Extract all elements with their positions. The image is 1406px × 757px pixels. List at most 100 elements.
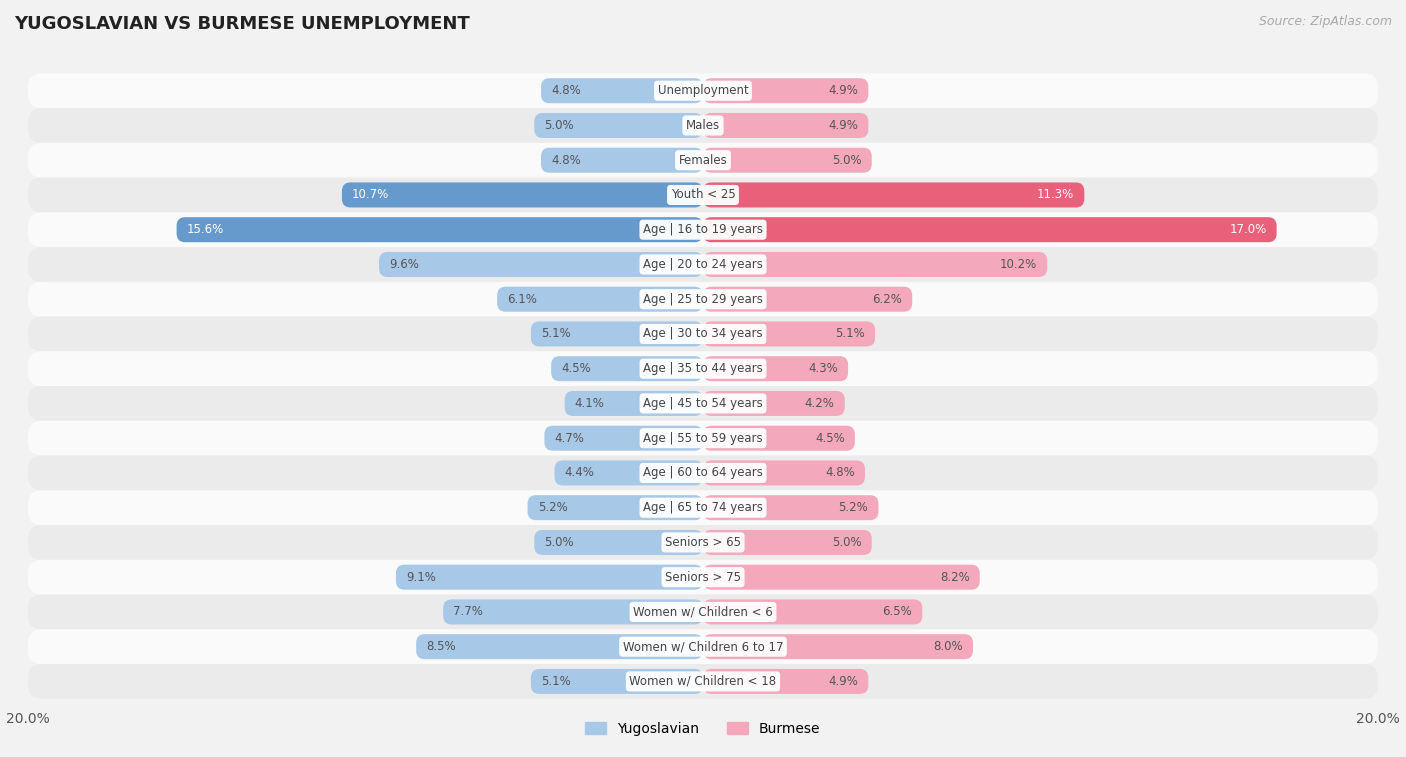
Text: Women w/ Children < 6: Women w/ Children < 6 (633, 606, 773, 618)
Text: 4.4%: 4.4% (565, 466, 595, 479)
Text: Women w/ Children < 18: Women w/ Children < 18 (630, 675, 776, 688)
FancyBboxPatch shape (534, 530, 703, 555)
Text: 5.2%: 5.2% (838, 501, 869, 514)
FancyBboxPatch shape (28, 73, 1378, 108)
Text: 4.7%: 4.7% (554, 431, 585, 444)
Text: Age | 16 to 19 years: Age | 16 to 19 years (643, 223, 763, 236)
FancyBboxPatch shape (28, 247, 1378, 282)
FancyBboxPatch shape (28, 178, 1378, 212)
FancyBboxPatch shape (544, 425, 703, 450)
Text: 5.0%: 5.0% (544, 536, 574, 549)
Text: Age | 20 to 24 years: Age | 20 to 24 years (643, 258, 763, 271)
Text: 8.5%: 8.5% (426, 640, 456, 653)
Text: 9.1%: 9.1% (406, 571, 436, 584)
FancyBboxPatch shape (703, 565, 980, 590)
Text: 4.9%: 4.9% (828, 84, 858, 97)
Text: 10.7%: 10.7% (352, 188, 389, 201)
Text: 4.8%: 4.8% (825, 466, 855, 479)
FancyBboxPatch shape (703, 425, 855, 450)
Text: 4.3%: 4.3% (808, 362, 838, 375)
FancyBboxPatch shape (28, 212, 1378, 247)
Text: 5.2%: 5.2% (537, 501, 568, 514)
Text: Age | 30 to 34 years: Age | 30 to 34 years (643, 328, 763, 341)
FancyBboxPatch shape (28, 560, 1378, 594)
FancyBboxPatch shape (703, 634, 973, 659)
FancyBboxPatch shape (703, 148, 872, 173)
FancyBboxPatch shape (498, 287, 703, 312)
FancyBboxPatch shape (28, 143, 1378, 178)
FancyBboxPatch shape (177, 217, 703, 242)
Text: 4.8%: 4.8% (551, 84, 581, 97)
FancyBboxPatch shape (703, 600, 922, 625)
FancyBboxPatch shape (396, 565, 703, 590)
FancyBboxPatch shape (703, 391, 845, 416)
FancyBboxPatch shape (565, 391, 703, 416)
FancyBboxPatch shape (703, 182, 1084, 207)
Text: 10.2%: 10.2% (1000, 258, 1038, 271)
FancyBboxPatch shape (28, 351, 1378, 386)
FancyBboxPatch shape (551, 357, 703, 382)
Text: 15.6%: 15.6% (187, 223, 224, 236)
FancyBboxPatch shape (703, 78, 869, 103)
Text: Age | 25 to 29 years: Age | 25 to 29 years (643, 293, 763, 306)
FancyBboxPatch shape (554, 460, 703, 485)
FancyBboxPatch shape (703, 495, 879, 520)
FancyBboxPatch shape (527, 495, 703, 520)
Text: 4.5%: 4.5% (815, 431, 845, 444)
Text: 7.7%: 7.7% (453, 606, 484, 618)
FancyBboxPatch shape (541, 148, 703, 173)
Text: 8.2%: 8.2% (939, 571, 970, 584)
FancyBboxPatch shape (28, 282, 1378, 316)
Text: Seniors > 75: Seniors > 75 (665, 571, 741, 584)
FancyBboxPatch shape (28, 421, 1378, 456)
FancyBboxPatch shape (28, 386, 1378, 421)
FancyBboxPatch shape (28, 525, 1378, 560)
Text: 5.0%: 5.0% (544, 119, 574, 132)
FancyBboxPatch shape (443, 600, 703, 625)
Text: Age | 60 to 64 years: Age | 60 to 64 years (643, 466, 763, 479)
Text: Women w/ Children 6 to 17: Women w/ Children 6 to 17 (623, 640, 783, 653)
Text: 5.0%: 5.0% (832, 536, 862, 549)
FancyBboxPatch shape (342, 182, 703, 207)
FancyBboxPatch shape (703, 217, 1277, 242)
Text: 5.0%: 5.0% (832, 154, 862, 167)
Text: 6.5%: 6.5% (883, 606, 912, 618)
FancyBboxPatch shape (703, 252, 1047, 277)
FancyBboxPatch shape (531, 669, 703, 694)
Text: 11.3%: 11.3% (1038, 188, 1074, 201)
FancyBboxPatch shape (28, 664, 1378, 699)
Text: 5.1%: 5.1% (835, 328, 865, 341)
FancyBboxPatch shape (28, 629, 1378, 664)
FancyBboxPatch shape (703, 460, 865, 485)
Text: Age | 45 to 54 years: Age | 45 to 54 years (643, 397, 763, 410)
Text: Age | 65 to 74 years: Age | 65 to 74 years (643, 501, 763, 514)
Text: 4.2%: 4.2% (804, 397, 835, 410)
FancyBboxPatch shape (541, 78, 703, 103)
Text: 5.1%: 5.1% (541, 675, 571, 688)
Text: Age | 55 to 59 years: Age | 55 to 59 years (643, 431, 763, 444)
Text: 8.0%: 8.0% (934, 640, 963, 653)
FancyBboxPatch shape (703, 530, 872, 555)
Text: 4.9%: 4.9% (828, 675, 858, 688)
FancyBboxPatch shape (703, 357, 848, 382)
Text: YUGOSLAVIAN VS BURMESE UNEMPLOYMENT: YUGOSLAVIAN VS BURMESE UNEMPLOYMENT (14, 15, 470, 33)
FancyBboxPatch shape (703, 113, 869, 138)
Text: 9.6%: 9.6% (389, 258, 419, 271)
Text: 6.2%: 6.2% (872, 293, 903, 306)
Text: Age | 35 to 44 years: Age | 35 to 44 years (643, 362, 763, 375)
FancyBboxPatch shape (28, 456, 1378, 491)
FancyBboxPatch shape (28, 594, 1378, 629)
FancyBboxPatch shape (703, 322, 875, 347)
Text: 17.0%: 17.0% (1229, 223, 1267, 236)
Text: 4.9%: 4.9% (828, 119, 858, 132)
FancyBboxPatch shape (28, 316, 1378, 351)
Text: Seniors > 65: Seniors > 65 (665, 536, 741, 549)
Text: 5.1%: 5.1% (541, 328, 571, 341)
Text: Unemployment: Unemployment (658, 84, 748, 97)
FancyBboxPatch shape (531, 322, 703, 347)
Text: 4.1%: 4.1% (575, 397, 605, 410)
FancyBboxPatch shape (416, 634, 703, 659)
FancyBboxPatch shape (380, 252, 703, 277)
Legend: Yugoslavian, Burmese: Yugoslavian, Burmese (579, 716, 827, 742)
FancyBboxPatch shape (703, 287, 912, 312)
